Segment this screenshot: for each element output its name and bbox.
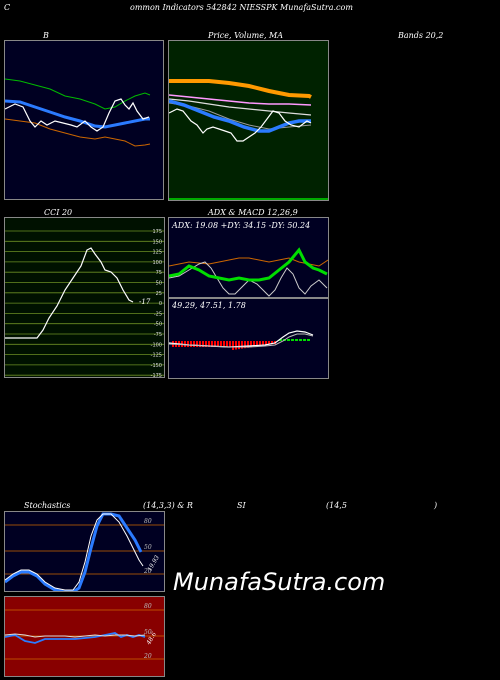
- stoch-k-line: [5, 512, 143, 591]
- price-line: [169, 108, 312, 142]
- cci-tick-label: 25: [156, 291, 162, 297]
- macd-chart: 49.29, 47.51, 1.78: [168, 298, 329, 379]
- macd-histogram-bar: [235, 341, 237, 350]
- macd-histogram-bar: [250, 341, 252, 348]
- rsi-tick-80: 80: [144, 603, 152, 610]
- macd-histogram-bar: [241, 341, 243, 349]
- macd-histogram-bar: [259, 341, 261, 346]
- macd-histogram-bar: [279, 339, 282, 341]
- cci-tick-label: 175: [152, 229, 162, 235]
- rsi-close-paren: ): [434, 501, 438, 510]
- stochastics-title: Stochastics: [24, 501, 71, 510]
- cci-tick-label: -25: [154, 311, 162, 317]
- cci-tick-label: 50: [156, 281, 162, 287]
- rsi-white-line: [5, 633, 146, 638]
- stoch-tick-20: 20: [144, 568, 152, 575]
- page-title: ommon Indicators 542842 NIESSPK MunafaSu…: [130, 3, 353, 12]
- adx-readout: ADX: 19.08 +DY: 34.15 -DY: 50.24: [172, 221, 311, 230]
- adx-orange-line: [169, 257, 328, 267]
- macd-histogram-bar: [196, 341, 198, 347]
- stoch-tick-50: 50: [144, 544, 152, 551]
- macd-histogram-bar: [238, 341, 240, 350]
- cci-title: CCI 20: [44, 208, 73, 217]
- adx-chart: ADX: 19.08 +DY: 34.15 -DY: 50.24: [168, 217, 329, 298]
- macd-histogram-bar: [208, 341, 210, 347]
- bollinger-chart: [4, 40, 164, 200]
- macd-histogram-bar: [247, 341, 249, 348]
- ma-white-line: [169, 98, 312, 116]
- macd-histogram-bar: [271, 341, 273, 345]
- macd-histogram-bar: [223, 341, 225, 347]
- stochastics-params: (14,3,3) & R: [143, 501, 193, 510]
- ma-blue-line: [169, 99, 311, 133]
- macd-histogram-bar: [256, 341, 258, 347]
- macd-readout: 49.29, 47.51, 1.78: [172, 301, 246, 310]
- ma-pink-line: [169, 94, 312, 106]
- macd-histogram-bar: [262, 341, 264, 346]
- cci-current-value: -17: [139, 298, 151, 306]
- cci-tick-label: -75: [154, 332, 162, 338]
- macd-histogram-bar: [244, 341, 246, 349]
- adx-green-line: [169, 247, 328, 282]
- adx-macd-title: ADX & MACD 12,26,9: [208, 208, 298, 217]
- macd-histogram-bar: [193, 341, 195, 347]
- macd-histogram-bar: [202, 341, 204, 347]
- cci-line: [5, 247, 134, 339]
- middle-band-line: [5, 99, 150, 129]
- header-c: C: [4, 3, 11, 12]
- cci-chart: 175 150 125 100 75 50 25 0 -25 -50 -75 -100 -125 -150…: [4, 217, 165, 378]
- cci-tick-label: 0: [159, 301, 162, 307]
- macd-histogram-bar: [199, 341, 201, 347]
- bands-title: Bands 20,2: [398, 31, 444, 40]
- cci-tick-label: 100: [152, 260, 162, 266]
- price-volume-ma-chart: [168, 40, 329, 201]
- macd-histogram-bar: [187, 341, 189, 347]
- watermark: MunafaSutra.com: [173, 568, 386, 596]
- cci-tick-label: -150: [151, 363, 162, 369]
- macd-histogram-bar: [211, 341, 213, 347]
- stoch-d-line: [5, 513, 144, 591]
- macd-histogram-bar: [268, 341, 270, 345]
- cci-tick-label: -175: [151, 373, 162, 377]
- cci-tick-label: -50: [154, 322, 162, 328]
- macd-histogram-bar: [253, 341, 255, 347]
- cci-tick-label: 150: [152, 239, 162, 245]
- macd-histogram-bar: [291, 339, 294, 341]
- macd-histogram-bar: [287, 339, 290, 341]
- macd-histogram-bar: [226, 341, 228, 347]
- macd-signal-line: [169, 333, 314, 348]
- stochastics-chart: 80 50 20 19.93: [4, 511, 165, 592]
- upper-band-line: [5, 78, 151, 110]
- rsi-tick-20: 20: [144, 653, 152, 660]
- macd-histogram-bar: [220, 341, 222, 347]
- macd-histogram-bar: [307, 339, 310, 341]
- macd-histogram-bar: [232, 341, 234, 350]
- cci-tick-label: 125: [152, 250, 162, 256]
- rsi-title: SI: [237, 501, 246, 510]
- ma-orange-line: [169, 79, 312, 99]
- cci-tick-label: -125: [151, 353, 162, 359]
- macd-histogram-bar: [299, 339, 302, 341]
- price-volume-ma-title: Price, Volume, MA: [208, 31, 284, 40]
- stoch-tick-80: 80: [144, 518, 152, 525]
- macd-histogram-bar: [217, 341, 219, 347]
- macd-histogram-bar: [214, 341, 216, 347]
- cci-tick-label: -100: [151, 342, 162, 348]
- cci-tick-label: 75: [156, 270, 162, 276]
- macd-histogram-bar: [229, 341, 231, 347]
- bollinger-title: B: [43, 31, 49, 40]
- price-line: [5, 98, 150, 132]
- macd-histogram-bar: [205, 341, 207, 347]
- rsi-chart: 80 50 20 48.6: [4, 596, 165, 677]
- adx-white-line: [169, 261, 328, 297]
- macd-histogram-bar: [295, 339, 298, 341]
- macd-histogram-bar: [303, 339, 306, 341]
- lower-band-line: [5, 118, 151, 147]
- macd-histogram-bar: [190, 341, 192, 347]
- macd-histogram-bar: [265, 341, 267, 346]
- rsi-tick-50: 50: [144, 629, 152, 636]
- rsi-params: (14,5: [326, 501, 347, 510]
